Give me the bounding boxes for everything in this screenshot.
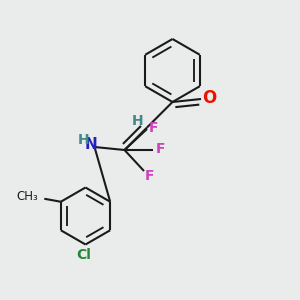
Text: H: H bbox=[77, 134, 89, 147]
Text: F: F bbox=[149, 121, 159, 135]
Text: O: O bbox=[202, 89, 217, 107]
Text: F: F bbox=[145, 169, 154, 183]
Text: H: H bbox=[132, 114, 143, 128]
Text: Cl: Cl bbox=[76, 248, 92, 262]
Text: CH₃: CH₃ bbox=[16, 190, 38, 203]
Text: F: F bbox=[156, 142, 165, 156]
Text: N: N bbox=[84, 137, 97, 152]
